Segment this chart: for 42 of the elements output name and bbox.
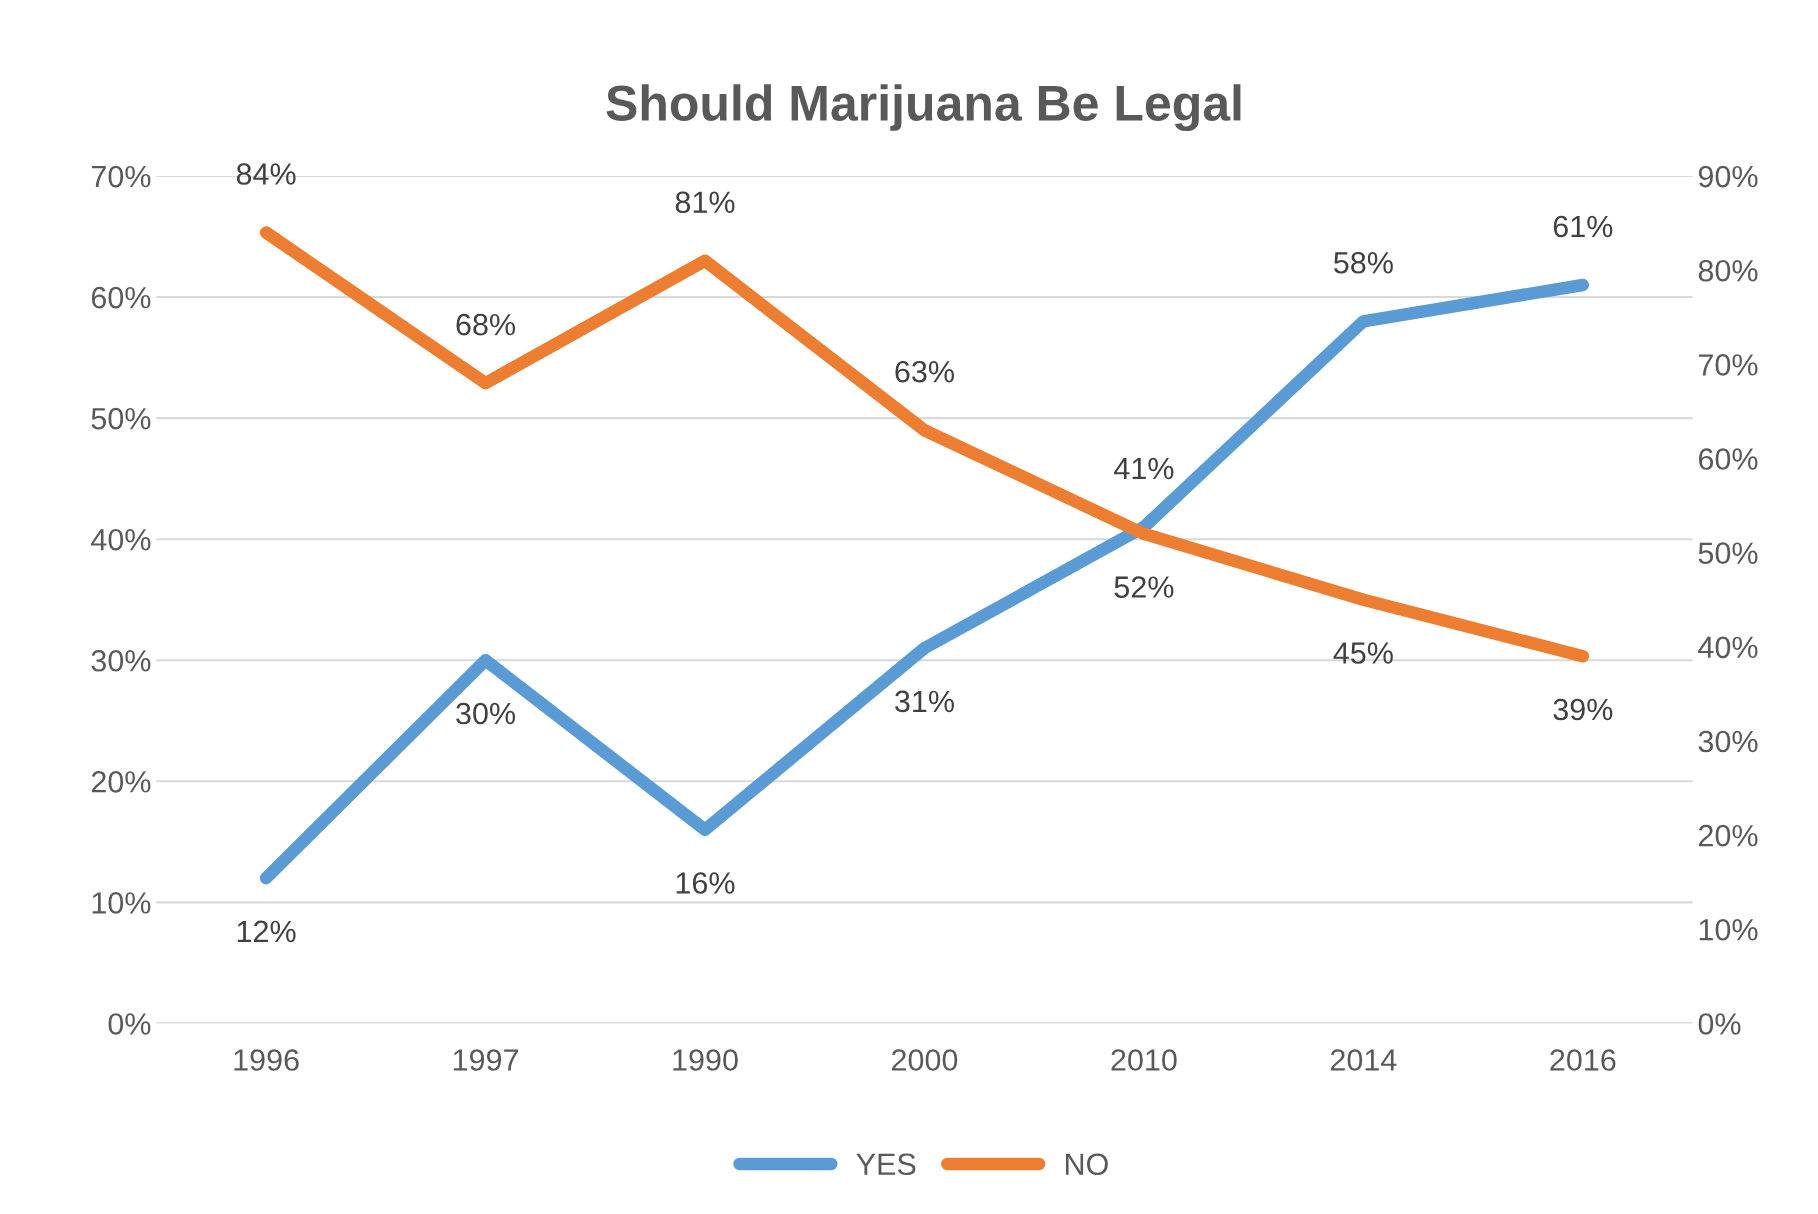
y-tick-label: 20% <box>91 771 151 793</box>
data-label: 81% <box>675 191 735 214</box>
y-tick-label: 30% <box>91 649 151 672</box>
x-tick-label: 2016 <box>1550 1049 1616 1071</box>
data-label: 41% <box>1114 457 1174 480</box>
data-label: 30% <box>456 702 516 725</box>
legend-label: NO <box>1066 1153 1108 1176</box>
data-label: 58% <box>1334 251 1393 274</box>
x-tick-label: 1996 <box>234 1049 299 1071</box>
data-label: 61% <box>1553 215 1613 238</box>
data-label: 45% <box>1333 642 1393 664</box>
x-tick-label: 2010 <box>1111 1049 1177 1071</box>
y-tick-label: 50% <box>91 407 151 430</box>
x-tick-label: 1997 <box>453 1049 518 1071</box>
x-tick-label: 1990 <box>673 1049 738 1071</box>
x-tick-label: 2014 <box>1330 1049 1397 1071</box>
y-tick-label: 40% <box>91 528 151 551</box>
data-label: 52% <box>1114 576 1174 598</box>
y-tick-label: 0% <box>108 1013 151 1035</box>
y2-tick-label: 30% <box>1698 730 1758 753</box>
y-tick-label: 60% <box>91 286 151 309</box>
x-tick-label: 2000 <box>892 1049 958 1071</box>
data-label: 12% <box>237 920 296 943</box>
data-label: 68% <box>456 313 516 336</box>
y-tick-label: 10% <box>92 892 151 914</box>
data-label: 63% <box>895 360 954 383</box>
y2-tick-label: 20% <box>1698 824 1758 847</box>
chart-title: Should Marijuana Be Legal <box>606 84 1241 132</box>
y2-tick-label: 60% <box>1698 448 1758 470</box>
y2-tick-label: 10% <box>1699 918 1758 941</box>
y2-tick-label: 90% <box>1698 165 1758 188</box>
data-label: 31% <box>895 690 954 713</box>
y2-tick-label: 0% <box>1698 1013 1741 1035</box>
legend-label: YES <box>856 1153 916 1176</box>
y-tick-label: 70% <box>91 165 151 188</box>
data-label: 39% <box>1553 698 1613 721</box>
y2-tick-label: 50% <box>1698 542 1758 565</box>
y2-tick-label: 80% <box>1698 259 1758 282</box>
y2-tick-label: 40% <box>1698 636 1758 659</box>
data-label: 16% <box>676 872 735 894</box>
data-label: 84% <box>236 163 296 185</box>
y2-tick-label: 70% <box>1698 354 1758 376</box>
